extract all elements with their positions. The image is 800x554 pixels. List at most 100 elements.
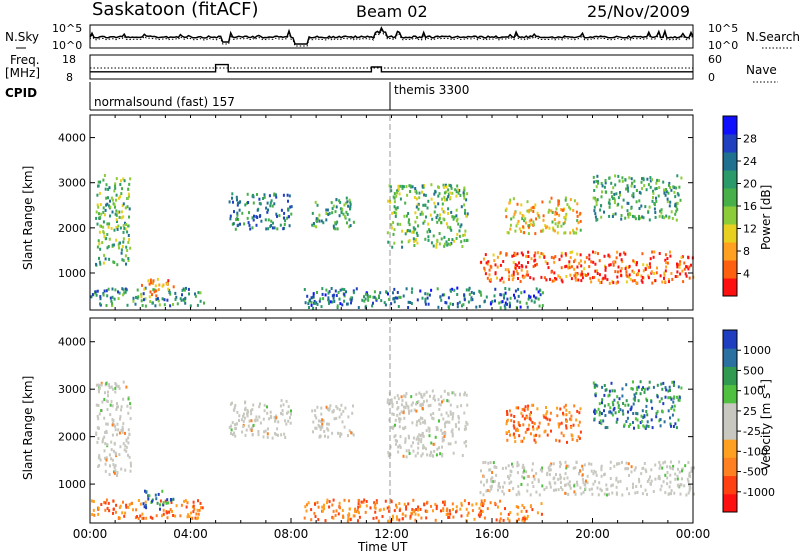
data-cell <box>675 205 678 209</box>
data-cell <box>265 206 268 210</box>
data-cell <box>385 290 388 294</box>
data-cell <box>275 433 278 437</box>
data-cell <box>432 244 435 248</box>
data-cell <box>598 273 601 277</box>
data-cell <box>405 287 408 291</box>
data-cell <box>99 297 102 301</box>
data-cell <box>126 303 129 307</box>
data-cell <box>617 174 620 178</box>
data-cell <box>421 296 424 300</box>
data-cell <box>634 466 637 470</box>
data-cell <box>632 482 634 486</box>
data-cell <box>489 468 492 472</box>
data-cell <box>516 264 519 268</box>
data-cell <box>449 302 452 306</box>
data-cell <box>304 301 307 305</box>
data-cell <box>568 484 571 488</box>
data-cell <box>493 259 496 263</box>
data-cell <box>603 472 606 476</box>
data-cell <box>454 188 457 192</box>
data-cell <box>140 295 143 299</box>
data-cell <box>282 227 285 231</box>
data-cell <box>164 499 167 503</box>
data-cell <box>99 262 102 266</box>
data-cell <box>520 268 523 272</box>
data-cell <box>532 485 535 488</box>
data-cell <box>144 500 147 504</box>
data-cell <box>620 258 623 262</box>
data-cell <box>628 212 631 215</box>
y-tick-label: 3000 <box>58 177 86 190</box>
data-cell <box>141 283 143 287</box>
data-cell <box>649 179 652 183</box>
data-cell <box>585 274 588 277</box>
data-cell <box>545 416 547 420</box>
data-cell <box>441 207 444 211</box>
data-cell <box>343 498 346 502</box>
data-cell <box>420 437 423 441</box>
data-cell <box>420 210 423 214</box>
data-cell <box>680 386 683 390</box>
data-cell <box>632 485 634 489</box>
data-cell <box>523 290 526 294</box>
data-cell <box>679 198 682 202</box>
data-cell <box>503 492 505 496</box>
data-cell <box>116 474 118 477</box>
data-cell <box>605 483 608 487</box>
data-cell <box>650 418 653 422</box>
data-cell <box>415 205 418 209</box>
data-cell <box>441 439 444 443</box>
data-cell <box>114 386 117 390</box>
data-cell <box>560 254 563 258</box>
data-cell <box>339 434 342 438</box>
data-cell <box>108 473 111 476</box>
data-cell <box>127 453 129 457</box>
data-cell <box>674 212 677 216</box>
data-cell <box>430 197 433 201</box>
data-cell <box>443 244 446 248</box>
data-cell <box>103 174 106 177</box>
data-cell <box>352 404 354 408</box>
data-cell <box>598 259 601 263</box>
data-cell <box>108 237 111 241</box>
data-cell <box>139 502 142 506</box>
data-cell <box>676 265 679 269</box>
data-cell <box>466 514 469 517</box>
data-cell <box>104 187 107 191</box>
data-cell <box>506 302 508 306</box>
data-cell <box>645 410 648 413</box>
data-cell <box>528 413 531 416</box>
data-cell <box>608 255 611 259</box>
data-cell <box>664 193 667 197</box>
data-cell <box>683 267 686 271</box>
data-cell <box>603 393 606 397</box>
data-cell <box>125 245 128 249</box>
data-cell <box>418 433 421 437</box>
data-cell <box>598 421 601 424</box>
data-cell <box>257 430 260 433</box>
data-cell <box>188 515 191 519</box>
data-cell <box>236 203 239 207</box>
data-cell <box>615 420 618 424</box>
data-cell <box>631 387 634 391</box>
data-cell <box>679 260 682 264</box>
data-cell <box>357 498 360 502</box>
data-cell <box>446 197 448 201</box>
data-cell <box>500 293 503 297</box>
data-cell <box>238 414 241 418</box>
data-cell <box>115 225 118 229</box>
data-cell <box>441 454 444 458</box>
data-cell <box>523 417 526 421</box>
data-cell <box>577 423 580 427</box>
data-cell <box>388 418 391 422</box>
data-cell <box>567 482 570 486</box>
data-cell <box>419 421 422 425</box>
data-cell <box>452 302 454 306</box>
data-cell <box>504 291 507 295</box>
data-cell <box>96 222 99 226</box>
data-cell <box>414 211 417 215</box>
data-cell <box>651 178 653 182</box>
data-cell <box>246 412 249 416</box>
data-cell <box>332 498 335 502</box>
data-cell <box>390 425 393 429</box>
